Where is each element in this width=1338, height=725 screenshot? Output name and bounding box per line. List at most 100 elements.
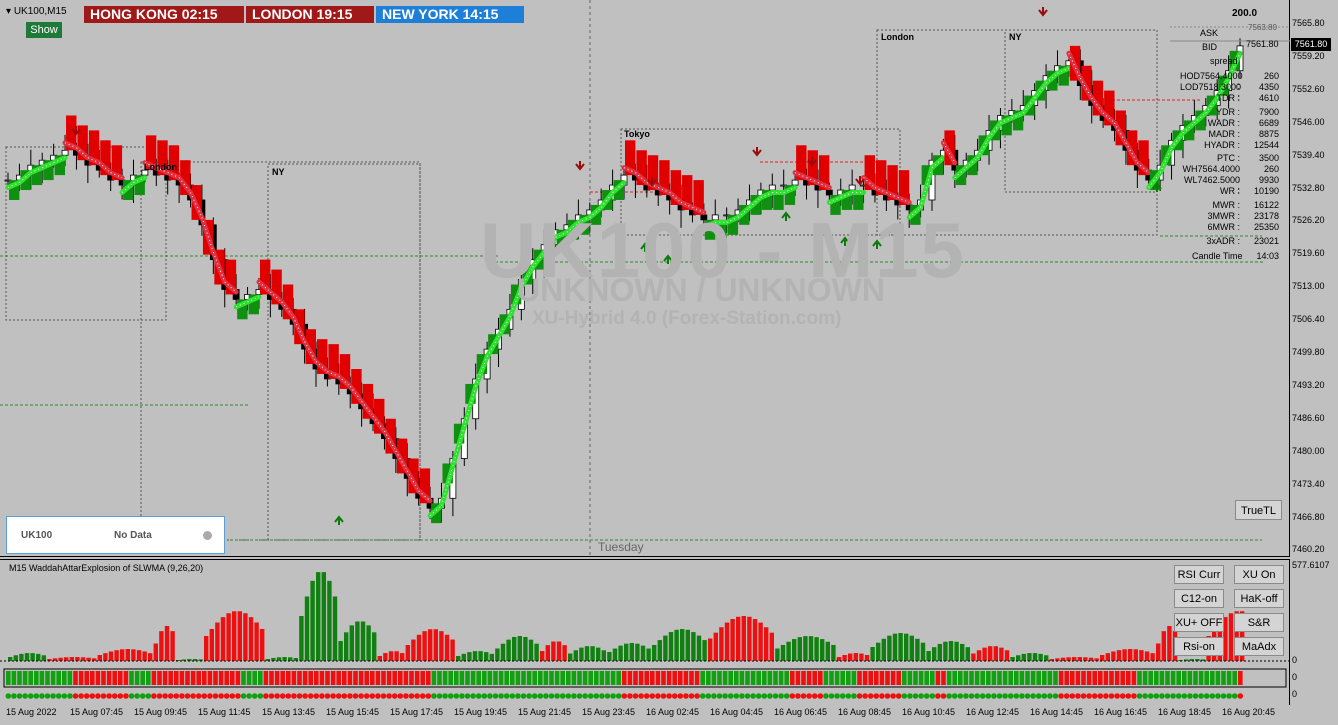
signal-strip-cell (739, 671, 745, 685)
trend-band (1169, 130, 1186, 151)
signal-strip-cell (549, 671, 554, 685)
signal-strip-cell (1232, 671, 1237, 685)
indicator-bar (187, 659, 192, 661)
signal-dot (246, 693, 252, 699)
trend-band-dots (635, 172, 648, 183)
indicator-bar (976, 650, 982, 661)
trend-band-dots (1045, 72, 1058, 84)
indicator-bar (176, 660, 181, 661)
indicator-max-value: 577.6107 (1292, 560, 1330, 570)
indicator-bar (663, 635, 668, 661)
trend-bar (351, 369, 362, 404)
signal-dot (996, 693, 1003, 699)
trend-bar (168, 145, 180, 181)
signal-dot (1052, 693, 1059, 699)
stats-row-value: 4610 (1258, 93, 1279, 103)
indicator-bar (635, 643, 640, 661)
indicator-bar (461, 653, 466, 661)
trend-band (245, 294, 262, 305)
indicator-bar (1161, 631, 1166, 661)
indicator-toggle-button[interactable]: XU On (1234, 565, 1284, 584)
signal-strip-cell (487, 671, 493, 685)
indicator-bar (411, 639, 416, 661)
signal-strip-cell (840, 671, 845, 685)
signal-dot (156, 693, 163, 699)
indicator-bar (170, 631, 175, 661)
indicator-toggle-button[interactable]: MaAdx (1234, 637, 1284, 656)
signal-strip-cell (342, 671, 347, 685)
indicator-bar (719, 627, 724, 661)
trend-band-dots (338, 376, 351, 387)
main-chart-area[interactable]: ▾ UK100,M15 HONG KONG 02:15 LONDON 19:15… (0, 0, 1290, 557)
indicator-toggle-button[interactable]: RSI Curr (1174, 565, 1224, 584)
signal-dot (78, 693, 84, 699)
signal-strip-cell (1019, 671, 1025, 685)
spread-label: spread (1210, 56, 1238, 66)
signal-strip-cell (935, 671, 941, 685)
buy-arrow-icon (872, 239, 882, 249)
signal-strip-cell (319, 671, 325, 685)
trend-bar (259, 259, 271, 295)
stats-row-value: 8875 (1258, 129, 1279, 139)
signal-strip-cell (538, 671, 543, 685)
indicator-toggle-button[interactable]: HaK-off (1234, 589, 1284, 608)
signal-dot (509, 693, 516, 699)
signal-strip-cell (50, 671, 56, 685)
show-button[interactable]: Show (26, 22, 62, 38)
signal-strip-cell (151, 671, 157, 685)
signal-strip-cell (370, 671, 375, 685)
stats-row-value: 10190 (1253, 186, 1279, 196)
trend-band-dots (292, 316, 306, 342)
indicator-bar (47, 659, 52, 661)
signal-dot (492, 693, 499, 699)
signal-dot (660, 693, 667, 699)
indicator-bar (584, 646, 590, 661)
indicator-chart-area[interactable]: M15 WaddahAttarExplosion of SLWMA (9,26,… (0, 559, 1290, 705)
signal-strip-cell (1070, 671, 1075, 685)
indicator-bar (265, 659, 270, 661)
signal-dot (442, 693, 448, 699)
signal-strip-cell (980, 671, 985, 685)
trend-band (359, 398, 376, 419)
signal-strip-cell (1221, 671, 1226, 685)
signal-dot (1091, 693, 1098, 699)
trend-bar (282, 284, 294, 320)
indicator-toggle-button[interactable]: Rsi-on (1174, 637, 1224, 656)
stats-row-value: 25350 (1253, 222, 1279, 232)
signal-strip-cell (734, 671, 739, 685)
signal-dot (481, 693, 488, 699)
stats-row-label: WH7564.4000 : (1182, 164, 1240, 184)
signal-dot (884, 693, 891, 699)
truetl-button[interactable]: TrueTL (1235, 500, 1282, 520)
stats-row-label: LOD7518.3000 : (1180, 82, 1242, 102)
indicator-bar (618, 645, 623, 661)
indicator-bar (254, 622, 259, 661)
trend-band-dots (566, 221, 579, 233)
trend-bar (853, 190, 864, 210)
indicator-bar (1016, 655, 1021, 661)
signal-dot (375, 693, 381, 699)
signal-strip-cell (745, 671, 750, 685)
indicator-bar (1133, 649, 1138, 661)
indicator-bar (260, 628, 265, 661)
signal-dot (666, 693, 672, 699)
signal-dot (22, 693, 28, 699)
indicator-toggle-button[interactable]: XU+ OFF (1174, 613, 1224, 632)
indicator-bar (1083, 657, 1088, 661)
stats-row-value: 260 (1263, 71, 1279, 81)
indicator-toggle-button[interactable]: C12-on (1174, 589, 1224, 608)
signal-strip-cell (62, 671, 67, 685)
signal-strip-cell (616, 671, 621, 685)
signal-dot (890, 693, 896, 699)
trend-band (541, 234, 559, 255)
indicator-bar (786, 641, 791, 661)
signal-dot (1125, 693, 1132, 699)
symbol-dropdown[interactable]: ▾ UK100,M15 (6, 6, 67, 17)
signal-strip-cell (678, 671, 683, 685)
signal-dot (1215, 693, 1221, 699)
trend-bar (1115, 110, 1126, 146)
signal-strip-cell (353, 671, 358, 685)
indicator-bar (920, 642, 926, 661)
indicator-toggle-button[interactable]: S&R (1234, 613, 1284, 632)
signal-strip-cell (526, 671, 532, 685)
